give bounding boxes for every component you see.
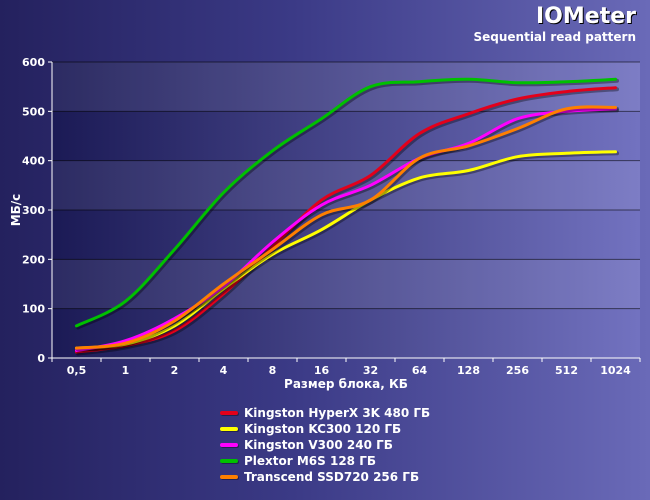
x-tick-label: 32: [363, 364, 378, 377]
legend-label: Kingston KC300 120 ГБ: [244, 422, 401, 436]
series-line-kingston-hyperx-3k-480: [75, 86, 617, 354]
chart-title: IOMeter: [536, 4, 636, 29]
x-tick-label: 128: [457, 364, 480, 377]
x-tick-label: 256: [506, 364, 529, 377]
grid-band: [52, 259, 640, 309]
series-shadow-transcend-ssd720-256: [76, 106, 619, 352]
x-tick-label: 2: [171, 364, 179, 377]
y-tick-label: 100: [22, 303, 45, 316]
x-tick-label: 16: [314, 364, 330, 377]
series-line-kingston-kc300-120: [75, 150, 617, 350]
series-line-plextor-m6s-128: [75, 77, 617, 328]
legend-label: Transcend SSD720 256 ГБ: [244, 470, 419, 484]
legend-label: Kingston HyperX 3K 480 ГБ: [244, 406, 430, 420]
y-tick-label: 400: [22, 155, 45, 168]
series-line-kingston-v300-240: [75, 107, 617, 353]
legend-label: Plextor M6S 128 ГБ: [244, 454, 376, 468]
x-tick-label: 0,5: [67, 364, 87, 377]
y-tick-label: 300: [22, 204, 45, 217]
legend-label: Kingston V300 240 ГБ: [244, 438, 393, 452]
y-tick-label: 200: [22, 253, 45, 266]
grid-band: [52, 160, 640, 210]
series-shadow-kingston-kc300-120: [76, 151, 619, 352]
y-tick-label: 0: [37, 352, 45, 365]
x-axis-label: Размер блока, КБ: [284, 377, 408, 391]
series-line-transcend-ssd720-256: [75, 105, 617, 350]
chart-subtitle: Sequential read pattern: [473, 30, 636, 44]
x-tick-label: 8: [269, 364, 277, 377]
y-axis-label: МБ/с: [9, 194, 23, 227]
x-tick-label: 4: [220, 364, 228, 377]
x-tick-label: 512: [555, 364, 578, 377]
grid-band: [52, 62, 640, 112]
x-tick-label: 1024: [600, 364, 631, 377]
series-shadow-kingston-hyperx-3k-480: [76, 87, 619, 356]
x-tick-label: 1: [122, 364, 130, 377]
y-tick-label: 600: [22, 56, 45, 69]
y-tick-label: 500: [22, 105, 45, 118]
x-tick-label: 64: [412, 364, 428, 377]
